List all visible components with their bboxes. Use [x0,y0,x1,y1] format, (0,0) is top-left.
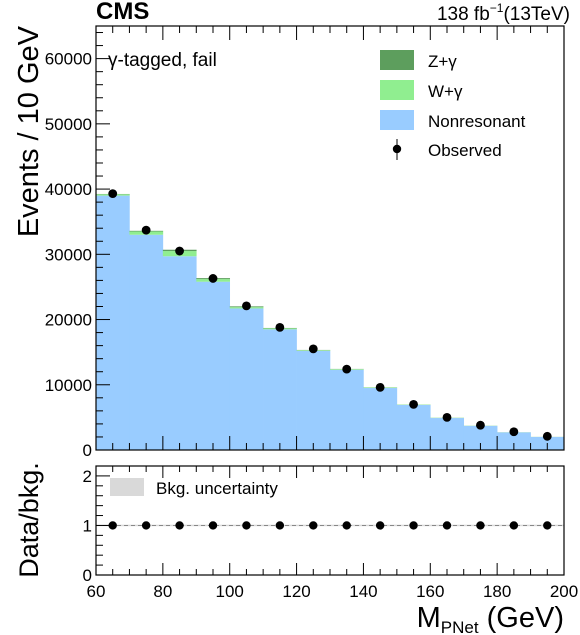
bar-nonresonant-7 [330,369,364,450]
observed-points [108,189,552,441]
legend-label-nonresonant: Nonresonant [428,112,526,131]
legend-label-zgamma: Z+γ [428,52,457,71]
observed-point-12 [509,427,519,437]
ratio-y-axis-title: Data/bkg. [14,462,44,578]
ratio-panel: 0 1 2 60 80 100 120 140 160 180 200 Data/bkg. Bkg… [14,462,578,635]
bar-nonresonant-12 [497,432,531,450]
main-y-tick-label-2: 20000 [45,311,92,330]
main-y-tick-label-6: 60000 [45,50,92,69]
main-y-tick-label-1: 10000 [45,376,92,395]
main-y-tick-label-3: 30000 [45,245,92,264]
x-tick-label-1: 80 [153,582,172,601]
ratio-point-11 [476,521,485,530]
x-axis-title-unit: (GeV) [479,602,564,634]
x-tick-label-5: 160 [416,582,444,601]
main-y-tick-label-5: 50000 [45,115,92,134]
observed-point-11 [476,420,485,430]
ratio-point-8 [375,521,385,530]
ratio-point-13 [543,521,552,530]
legend: Z+γ W+γ Nonresonant Observed [380,50,526,160]
lumi-value: 138 fb [437,4,490,25]
main-y-tick-labels: 0 10000 20000 30000 40000 50000 60000 [45,50,92,460]
ratio-point-3 [208,521,218,530]
main-y-axis-title: Events / 10 GeV [13,25,45,237]
x-tick-label-2: 100 [216,582,244,601]
cms-label: CMS [96,0,149,25]
category-annotation: γ-tagged, fail [108,50,217,71]
main-frame [95,25,565,451]
x-axis-title: MPNet (GeV) [417,602,564,635]
bar-nonresonant-4 [229,308,264,450]
ratio-points [108,521,552,530]
lumi-exponent: −1 [490,1,504,15]
observed-point-13 [542,431,552,441]
observed-point-5 [275,322,285,332]
ratio-y-tick-label-0: 0 [83,566,92,585]
observed-point-7 [342,364,352,374]
bar-nonresonant-0 [96,195,130,450]
main-y-tick-label-0: 0 [83,441,92,460]
bar-nonresonant-5 [263,329,297,450]
observed-point-3 [208,274,218,283]
ratio-point-12 [509,521,519,530]
bar-nonresonant-9 [396,404,431,450]
bar-nonresonant-3 [196,281,231,450]
ratio-y-tick-label-1: 1 [83,516,92,535]
ratio-point-7 [342,521,351,530]
luminosity-label: 138 fb−1(13TeV) [437,1,570,25]
legend-swatch-nonresonant [380,110,414,130]
main-y-tick-label-4: 40000 [45,180,92,199]
main-panel: 0 10000 20000 30000 40000 50000 60000 Events /… [13,25,565,460]
legend-observed-marker [392,144,402,154]
legend-label-observed: Observed [428,141,502,160]
ratio-point-4 [242,521,251,530]
stacked-bars [96,193,565,450]
ratio-point-9 [409,521,418,530]
x-axis-title-sub: PNet [441,618,479,635]
ratio-axis-ticks [95,465,565,576]
x-tick-labels: 60 80 100 120 140 160 180 200 [87,582,579,601]
uncertainty-legend-label: Bkg. uncertainty [156,479,278,498]
ratio-point-0 [108,521,117,530]
legend-label-wgamma: W+γ [428,82,463,101]
energy-label: (13TeV) [503,4,570,25]
observed-point-9 [409,399,418,409]
ratio-point-10 [442,521,452,530]
x-axis-title-main: M [417,602,441,634]
legend-swatch-zgamma [380,50,414,70]
x-tick-label-7: 200 [550,582,578,601]
ratio-point-1 [141,521,151,530]
ratio-point-6 [309,521,318,530]
observed-point-6 [308,344,318,354]
bar-nonresonant-1 [129,234,164,450]
x-tick-label-6: 180 [483,582,511,601]
observed-point-4 [242,301,251,311]
bar-nonresonant-2 [162,256,197,450]
bar-nonresonant-6 [296,350,331,450]
x-tick-label-0: 60 [87,582,106,601]
ratio-y-tick-labels: 0 1 2 [83,467,92,585]
observed-point-8 [375,382,385,392]
observed-point-0 [108,189,118,199]
ratio-y-tick-label-2: 2 [83,467,92,486]
main-axis-ticks [95,26,565,451]
legend-swatch-wgamma [380,80,414,100]
x-tick-label-4: 140 [349,582,377,601]
ratio-point-2 [175,521,184,530]
observed-point-2 [175,246,184,256]
observed-point-10 [442,412,452,422]
x-tick-label-3: 120 [282,582,310,601]
observed-point-1 [141,225,151,235]
ratio-point-5 [275,521,285,530]
uncertainty-legend-swatch [110,478,144,496]
bar-nonresonant-8 [363,388,398,450]
ratio-frame [95,465,565,576]
